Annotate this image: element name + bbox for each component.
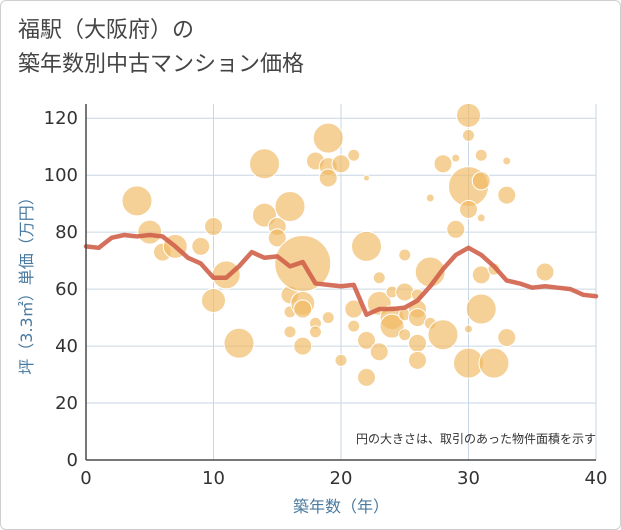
data-bubble <box>478 347 510 379</box>
data-bubble <box>446 219 466 239</box>
data-bubble <box>204 216 223 236</box>
y-tick-label: 120 <box>44 108 78 129</box>
data-bubble <box>535 262 555 282</box>
data-bubble <box>474 148 488 162</box>
data-bubble <box>121 185 153 217</box>
data-bubble <box>379 313 405 339</box>
data-bubble <box>351 230 382 262</box>
size-note: 円の大きさは、取引のあった物件面積を示す <box>356 431 596 446</box>
data-bubble <box>497 328 517 348</box>
data-bubble <box>137 219 163 245</box>
data-bubble <box>331 154 351 174</box>
bubble-layer <box>121 102 555 387</box>
data-bubble <box>471 265 491 285</box>
y-tick-label: 40 <box>55 336 78 357</box>
x-tick-label: 10 <box>202 468 225 489</box>
data-bubble <box>267 228 287 248</box>
x-tick-label: 30 <box>457 468 480 489</box>
chart-title: 福駅（大阪府）の 築年数別中古マンション価格 <box>18 14 304 82</box>
data-bubble <box>312 122 344 154</box>
data-bubble <box>357 330 376 350</box>
data-bubble <box>459 199 478 219</box>
data-bubble <box>223 327 255 359</box>
x-tick-label: 0 <box>80 468 91 489</box>
data-bubble <box>451 153 461 163</box>
x-tick-label: 20 <box>330 468 353 489</box>
data-bubble <box>293 299 313 319</box>
data-bubble <box>408 350 427 370</box>
data-bubble <box>293 336 313 356</box>
data-bubble <box>372 271 386 285</box>
data-bubble <box>398 328 412 342</box>
data-bubble <box>502 156 512 166</box>
data-bubble <box>274 191 306 223</box>
y-axis-title: 坪（3.3㎡）単価（万円） <box>17 189 36 374</box>
y-tick-label: 100 <box>44 165 78 186</box>
data-bubble <box>497 185 517 205</box>
data-bubble <box>369 342 389 362</box>
data-bubble <box>433 154 453 174</box>
data-bubble <box>191 236 211 256</box>
data-bubble <box>334 353 348 367</box>
data-bubble <box>249 148 280 180</box>
data-bubble <box>408 333 427 353</box>
data-bubble <box>321 311 335 325</box>
trend-line <box>83 232 599 318</box>
y-tick-label: 80 <box>55 222 78 243</box>
y-tick-label: 20 <box>55 393 78 414</box>
axes <box>85 104 596 461</box>
data-bubble <box>398 248 412 262</box>
data-bubble <box>309 325 322 339</box>
data-bubble <box>357 367 376 387</box>
data-bubble <box>283 325 297 339</box>
data-bubble <box>427 319 459 351</box>
data-bubble <box>465 293 497 325</box>
x-tick-label: 40 <box>585 468 608 489</box>
x-axis-title: 築年数（年） <box>293 497 389 516</box>
data-bubble <box>471 171 491 191</box>
tick-labels: 0 20 40 60 80 100 120 0 10 20 30 40 <box>44 108 608 489</box>
data-bubble <box>464 324 473 334</box>
data-bubble <box>425 193 435 203</box>
y-tick-label: 60 <box>55 279 78 300</box>
data-bubble <box>456 102 481 128</box>
y-tick-label: 0 <box>67 450 78 471</box>
title-line-1: 福駅（大阪府）の <box>18 18 195 43</box>
data-bubble <box>408 308 427 328</box>
trend-line-layer <box>83 232 599 318</box>
data-bubble <box>347 148 361 162</box>
title-line-2: 築年数別中古マンション価格 <box>18 52 305 77</box>
data-bubble <box>363 174 370 182</box>
data-bubble <box>462 128 475 142</box>
data-bubble <box>201 288 226 314</box>
data-bubble <box>395 282 415 302</box>
data-bubble <box>347 319 361 333</box>
data-bubble <box>318 168 338 188</box>
data-bubble <box>476 213 486 223</box>
